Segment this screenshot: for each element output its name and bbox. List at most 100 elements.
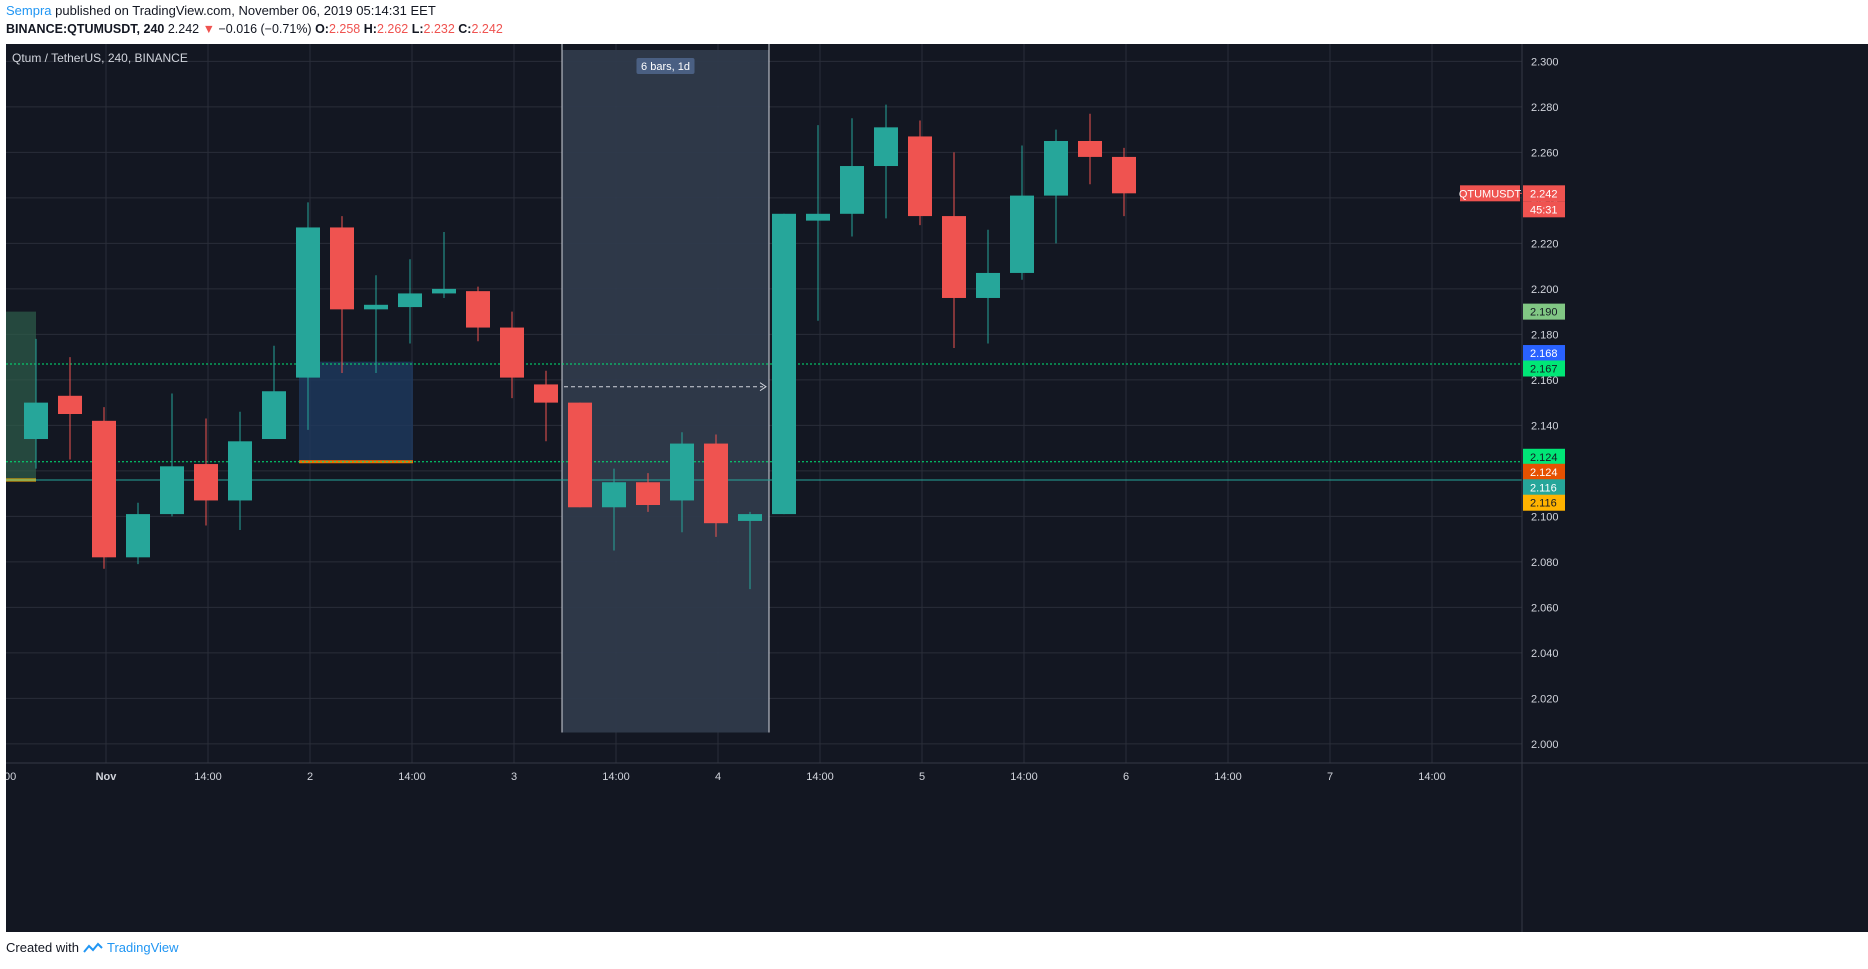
candle-body[interactable] — [976, 272, 1000, 298]
rectangle-layer — [6, 311, 413, 482]
footer: Created with TradingView — [6, 940, 179, 955]
candle-body[interactable] — [126, 514, 150, 558]
candle-body[interactable] — [704, 443, 728, 524]
y-tick-label: 2.000 — [1531, 739, 1559, 751]
candle-body[interactable] — [1078, 141, 1102, 157]
price-axis-label-bg — [1523, 360, 1565, 377]
x-tick-label: 6 — [1123, 771, 1129, 783]
candle-body[interactable] — [398, 293, 422, 308]
y-tick-label: 2.060 — [1531, 602, 1559, 614]
price-axis-label: 2.168 — [1530, 348, 1558, 360]
x-tick-label: 3 — [511, 771, 517, 783]
candle-body[interactable] — [840, 166, 864, 214]
countdown-label: 45:31 — [1530, 204, 1558, 216]
candle-body[interactable] — [1010, 195, 1034, 273]
y-tick-label: 2.280 — [1531, 102, 1559, 114]
price-axis-label: 2.167 — [1530, 364, 1558, 376]
candle-body[interactable] — [568, 402, 592, 508]
last-price: 2.242 — [167, 22, 200, 36]
y-tick-label: 2.160 — [1531, 375, 1559, 387]
x-tick-label: 14:00 — [1214, 771, 1242, 783]
change-arrow-icon: ▼ — [202, 22, 215, 36]
candle-body[interactable] — [806, 213, 830, 221]
candle-body[interactable] — [534, 384, 558, 403]
candle-body[interactable] — [466, 291, 490, 328]
candle-body[interactable] — [874, 127, 898, 167]
high-label: H: — [363, 22, 377, 36]
y-tick-label: 2.020 — [1531, 693, 1559, 705]
low-label: L: — [411, 22, 424, 36]
created-with-text: Created with — [6, 940, 79, 955]
symbol-interval: BINANCE:QTUMUSDT, 240 — [6, 22, 165, 36]
y-tick-label: 2.040 — [1531, 648, 1559, 660]
y-tick-label: 2.180 — [1531, 329, 1559, 341]
x-tick-label: 14:00 — [602, 771, 630, 783]
candle-body[interactable] — [636, 482, 660, 505]
candle-body[interactable] — [364, 304, 388, 310]
candle-body[interactable] — [1112, 156, 1136, 194]
chart-title: Qtum / TetherUS, 240, BINANCE — [12, 51, 188, 65]
x-tick-label: 14:00 — [1010, 771, 1038, 783]
low-value: 2.232 — [423, 22, 455, 36]
published-info: Sempra published on TradingView.com, Nov… — [6, 3, 436, 18]
candle-body[interactable] — [160, 466, 184, 515]
x-tick-label: Nov — [96, 771, 118, 783]
candle-body[interactable] — [500, 327, 524, 378]
candle-body[interactable] — [432, 288, 456, 294]
candle-body[interactable] — [738, 514, 762, 521]
candle-body[interactable] — [602, 482, 626, 508]
rectangle-zone — [299, 361, 413, 462]
x-tick-label: 14:00 — [1418, 771, 1446, 783]
candle-body[interactable] — [92, 420, 116, 558]
candle-body[interactable] — [262, 391, 286, 440]
x-tick-label: 00 — [6, 771, 16, 783]
candle-body[interactable] — [942, 216, 966, 298]
candle-body[interactable] — [908, 136, 932, 217]
candle-body[interactable] — [772, 213, 796, 515]
y-tick-label: 2.080 — [1531, 557, 1559, 569]
rectangle-zone-left — [6, 311, 36, 480]
candle-body[interactable] — [58, 395, 82, 414]
x-tick-label: 14:00 — [398, 771, 426, 783]
open-label: O: — [315, 22, 329, 36]
candle-body[interactable] — [228, 441, 252, 501]
price-axis-label-bg — [1523, 479, 1565, 496]
date-range-fill — [562, 50, 769, 733]
countdown-bg — [1523, 201, 1565, 218]
current-price-label-bg — [1523, 185, 1565, 202]
tradingview-brand-link[interactable]: TradingView — [106, 940, 179, 955]
close-label: C: — [458, 22, 472, 36]
x-tick-label: 5 — [919, 771, 925, 783]
price-axis-label: 2.116 — [1530, 482, 1557, 494]
price-axis-label: 2.116 — [1530, 498, 1557, 510]
horizontal-line-layer — [6, 363, 1522, 481]
published-text: published on TradingView.com, November 0… — [51, 3, 436, 18]
symbol-tag: QTUMUSDT — [1459, 188, 1522, 200]
x-tick-label: 14:00 — [194, 771, 222, 783]
price-axis-label-bg — [1523, 345, 1565, 362]
candle-body[interactable] — [670, 443, 694, 501]
symbol-ohlc-line: BINANCE:QTUMUSDT, 240 2.242 ▼ −0.016 (−0… — [6, 22, 503, 36]
candlestick-chart[interactable]: 6 bars, 1d 2.3002.2802.2602.2402.2202.20… — [3, 44, 1868, 932]
symbol-tag-bg — [1460, 185, 1520, 202]
axis-layer[interactable]: 2.3002.2802.2602.2402.2202.2002.1802.160… — [4, 44, 1868, 932]
candle-body[interactable] — [24, 402, 48, 440]
x-tick-label: 2 — [307, 771, 313, 783]
author-link[interactable]: Sempra — [6, 3, 52, 18]
candle-body[interactable] — [194, 464, 218, 501]
x-tick-label: 14:00 — [806, 771, 834, 783]
high-value: 2.262 — [376, 22, 409, 36]
publish-header: Sempra published on TradingView.com, Nov… — [0, 0, 1868, 44]
y-tick-label: 2.200 — [1531, 284, 1559, 296]
chart-background — [6, 44, 1868, 932]
chart-container[interactable]: 6 bars, 1d 2.3002.2802.2602.2402.2202.20… — [3, 44, 1868, 932]
price-axis-label-bg — [1523, 303, 1565, 320]
open-value: 2.258 — [328, 22, 361, 36]
price-axis-label: 2.124 — [1530, 452, 1558, 464]
candle-body[interactable] — [1044, 141, 1068, 196]
x-tick-label: 7 — [1327, 771, 1333, 783]
candle-body[interactable] — [330, 227, 354, 310]
candles-layer[interactable] — [24, 104, 1136, 590]
date-range-label-box — [636, 58, 695, 74]
candle-body[interactable] — [296, 227, 320, 378]
